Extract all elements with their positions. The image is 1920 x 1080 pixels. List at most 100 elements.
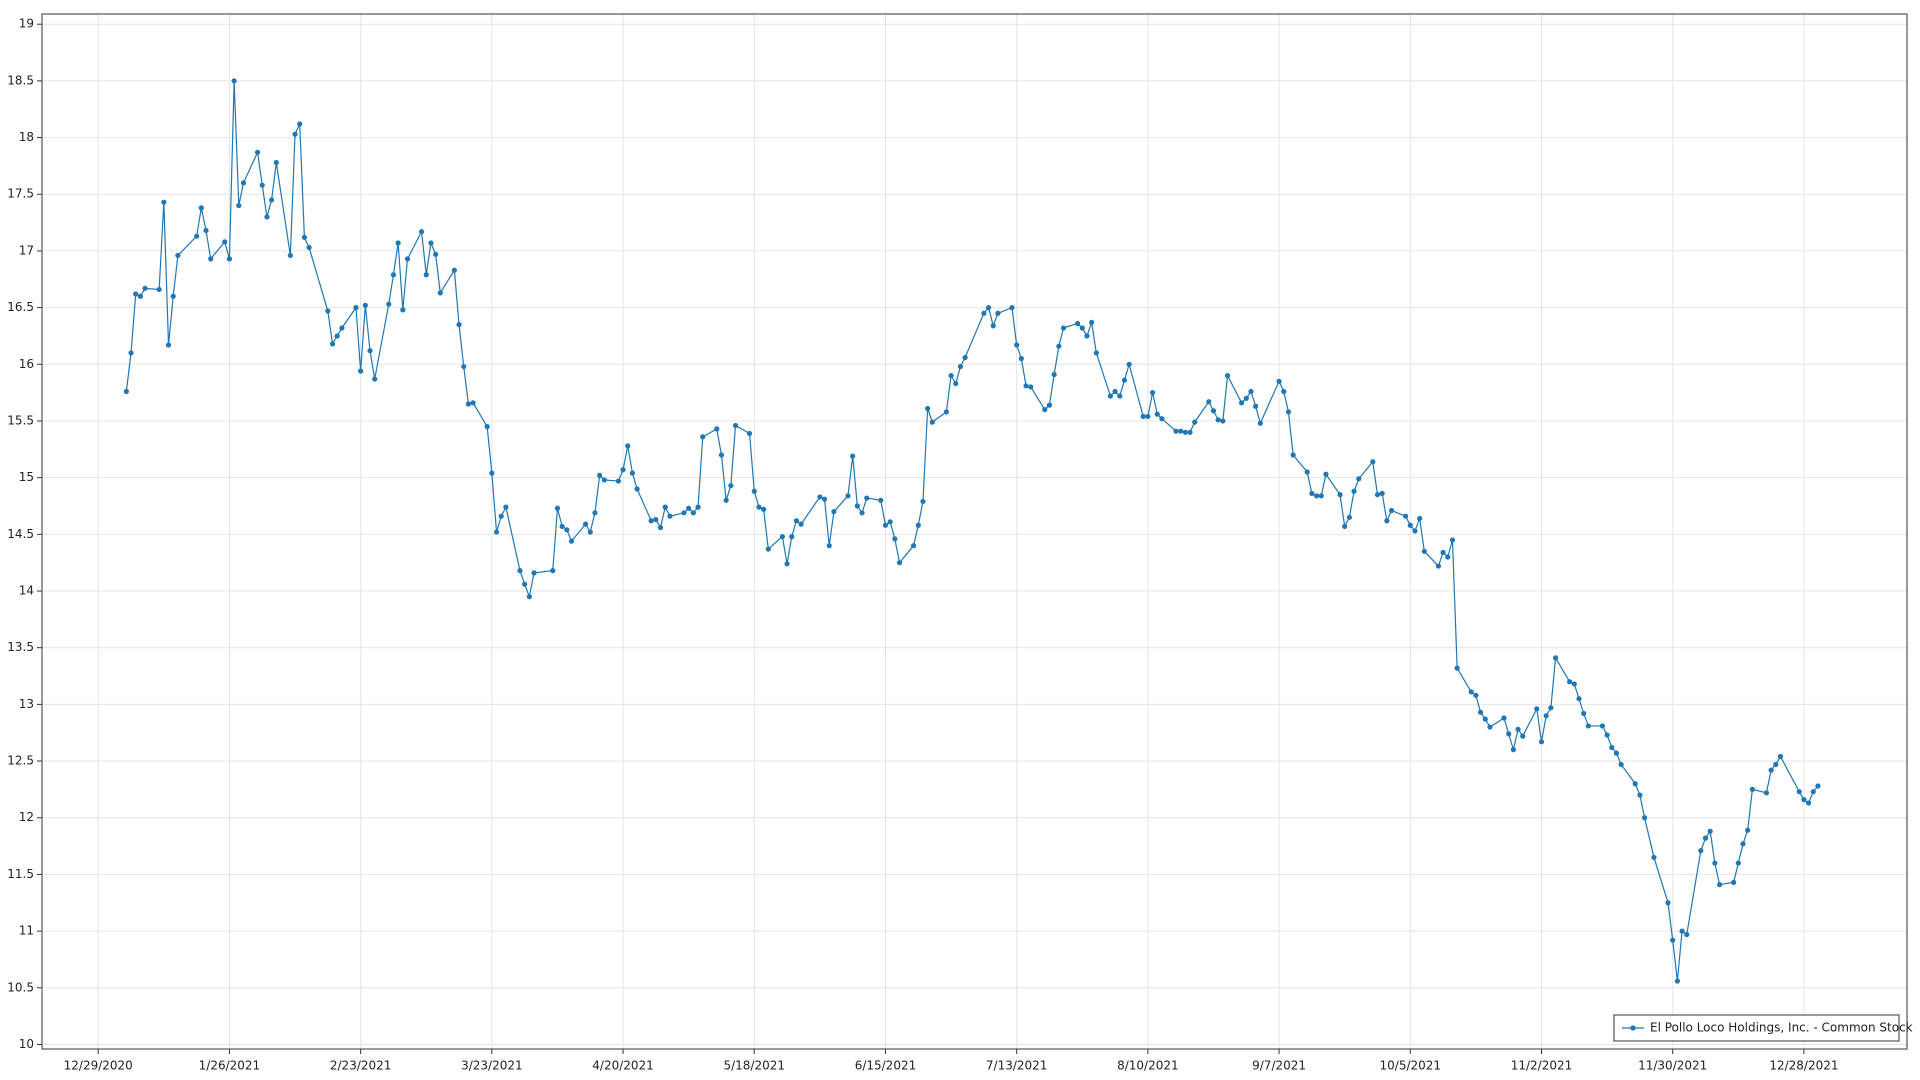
data-point bbox=[194, 233, 200, 239]
data-point bbox=[943, 409, 949, 415]
data-point bbox=[484, 424, 490, 430]
data-point bbox=[1210, 408, 1217, 414]
data-point bbox=[198, 205, 204, 211]
y-tick-label: 18.5 bbox=[7, 73, 34, 87]
data-point bbox=[1567, 679, 1573, 685]
data-point bbox=[718, 452, 725, 458]
x-tick-label: 12/29/2020 bbox=[64, 1059, 133, 1073]
data-point bbox=[1304, 469, 1310, 475]
data-point bbox=[1140, 413, 1146, 420]
data-point bbox=[1632, 781, 1638, 787]
grid bbox=[42, 14, 1907, 1049]
data-point bbox=[1501, 715, 1507, 721]
data-point bbox=[695, 504, 701, 510]
data-point bbox=[1107, 393, 1113, 399]
data-point bbox=[1178, 428, 1184, 434]
data-point bbox=[372, 376, 378, 382]
data-point bbox=[756, 504, 762, 510]
data-point bbox=[390, 272, 397, 278]
y-tick-label: 11.5 bbox=[7, 867, 34, 881]
data-point bbox=[1042, 407, 1048, 413]
y-tick-label: 17 bbox=[19, 243, 34, 257]
data-point bbox=[1810, 789, 1816, 795]
data-point bbox=[1060, 325, 1067, 331]
data-point bbox=[1187, 429, 1193, 435]
data-point bbox=[1716, 882, 1723, 888]
data-point bbox=[910, 543, 917, 549]
data-point bbox=[531, 570, 537, 576]
data-point bbox=[123, 388, 129, 395]
data-point bbox=[1084, 333, 1090, 339]
data-point bbox=[367, 348, 373, 354]
x-tick-label: 2/23/2021 bbox=[330, 1059, 392, 1073]
data-point bbox=[732, 422, 739, 429]
y-tick-label: 16.5 bbox=[7, 300, 34, 314]
data-point bbox=[1815, 783, 1821, 789]
y-tick-label: 15.5 bbox=[7, 413, 34, 427]
data-point bbox=[957, 363, 964, 370]
data-point bbox=[1337, 492, 1343, 498]
data-point bbox=[1618, 761, 1624, 768]
data-point bbox=[1417, 515, 1423, 522]
data-point bbox=[1599, 723, 1606, 729]
data-point bbox=[1253, 403, 1259, 409]
data-point bbox=[1374, 492, 1381, 498]
data-point bbox=[1192, 419, 1198, 425]
y-tick-label: 10.5 bbox=[7, 980, 34, 994]
data-point bbox=[264, 214, 270, 220]
data-point bbox=[864, 495, 870, 501]
data-point bbox=[1126, 361, 1132, 367]
data-point bbox=[723, 497, 729, 503]
data-point bbox=[1731, 879, 1737, 885]
data-point bbox=[1023, 383, 1029, 389]
y-tick-label: 15 bbox=[19, 470, 34, 484]
x-tick-label: 7/13/2021 bbox=[986, 1059, 1048, 1073]
data-point bbox=[1477, 709, 1484, 715]
data-point bbox=[128, 350, 134, 356]
data-point bbox=[896, 560, 903, 566]
data-point bbox=[362, 302, 368, 308]
data-point bbox=[648, 518, 654, 524]
data-point bbox=[226, 256, 233, 262]
legend-box bbox=[1613, 1014, 1900, 1042]
legend: El Pollo Loco Holdings, Inc. - Common St… bbox=[1613, 1014, 1913, 1042]
data-point bbox=[1412, 528, 1418, 534]
data-point bbox=[1318, 493, 1324, 499]
x-tick-label: 5/18/2021 bbox=[723, 1059, 785, 1073]
data-point bbox=[1707, 828, 1713, 834]
data-point bbox=[582, 521, 589, 527]
data-point bbox=[1276, 378, 1282, 384]
data-point bbox=[751, 488, 757, 494]
data-point bbox=[240, 180, 247, 186]
data-point bbox=[1801, 797, 1807, 803]
data-point bbox=[428, 240, 434, 246]
data-point bbox=[175, 252, 181, 259]
x-tick-label: 10/5/2021 bbox=[1380, 1059, 1442, 1073]
data-point bbox=[1089, 319, 1095, 325]
data-point bbox=[1510, 747, 1516, 753]
data-point bbox=[620, 467, 626, 473]
data-point bbox=[1346, 514, 1352, 520]
data-point bbox=[625, 443, 631, 449]
data-point bbox=[629, 470, 636, 476]
data-point bbox=[306, 244, 312, 251]
data-point bbox=[165, 342, 172, 348]
data-point bbox=[273, 159, 279, 166]
data-point bbox=[1670, 937, 1676, 943]
data-point bbox=[1482, 716, 1488, 722]
data-point bbox=[1581, 710, 1587, 717]
data-point bbox=[1074, 320, 1081, 327]
data-point bbox=[817, 494, 823, 500]
data-point bbox=[854, 503, 860, 509]
x-tick-label: 11/30/2021 bbox=[1638, 1059, 1707, 1073]
data-point bbox=[953, 380, 959, 387]
data-point bbox=[667, 513, 673, 519]
data-point bbox=[1674, 978, 1680, 984]
data-point bbox=[882, 522, 889, 528]
data-point bbox=[1238, 400, 1245, 406]
data-point bbox=[493, 529, 500, 535]
data-point bbox=[1698, 848, 1704, 854]
data-point bbox=[686, 505, 692, 511]
data-point bbox=[1018, 356, 1024, 362]
